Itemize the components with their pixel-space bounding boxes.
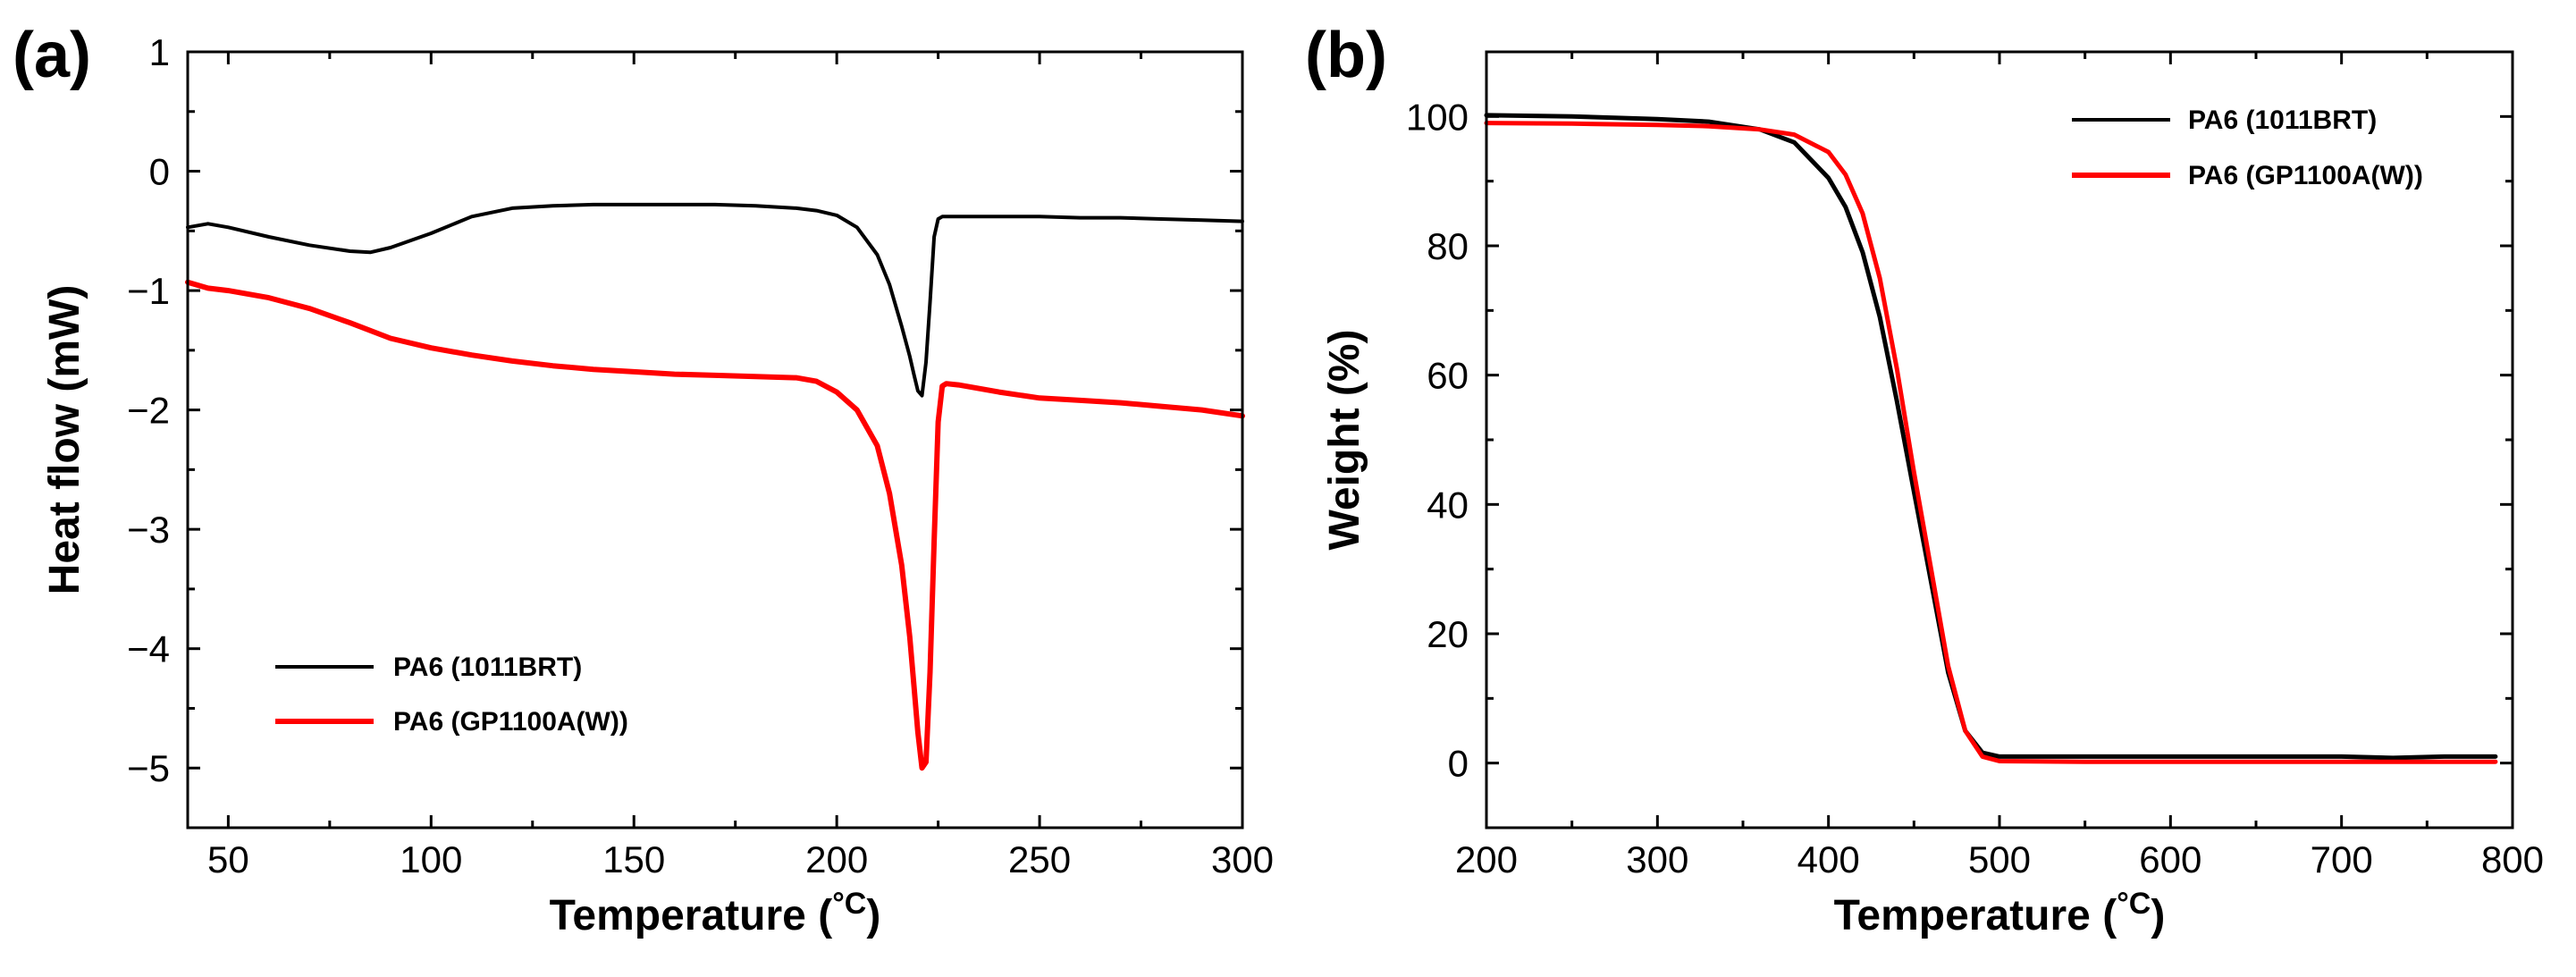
x-tick-label-a: 100 <box>400 838 462 880</box>
plot-frame-a <box>186 50 1244 830</box>
series-group-b <box>1484 113 2498 764</box>
panel-label-a: (a) <box>13 20 91 91</box>
y-tick-label-b: 100 <box>1406 96 1469 138</box>
legend-b: PA6 (1011BRT) PA6 (GP1100A(W)) <box>2072 105 2423 190</box>
y-tick-label-b: 40 <box>1427 484 1469 526</box>
legend-label-a-0: PA6 (1011BRT) <box>393 653 582 682</box>
series-line-a-1 <box>185 279 1245 771</box>
ticks-a <box>188 50 1244 830</box>
y-tick-label-b: 60 <box>1427 355 1469 397</box>
y-tick-label-b: 0 <box>1448 743 1469 785</box>
y-tick-label-a: 0 <box>149 151 170 193</box>
legend-label-a-1: PA6 (GP1100A(W)) <box>393 707 628 737</box>
y-tick-label-a: −5 <box>127 747 170 789</box>
x-tick-label-b: 200 <box>1455 838 1518 880</box>
x-tick-label-b: 600 <box>2139 838 2201 880</box>
tick-labels-a: 50 100 150 200 250 300 1 0 −1 −2 −3 −4 −5 <box>127 31 1274 880</box>
y-tick-label-a: −1 <box>127 270 170 312</box>
x-axis-title-b: Temperature (°C) <box>1834 887 2166 939</box>
x-tick-label-a: 50 <box>207 838 249 880</box>
x-axis-title-a: Temperature (°C) <box>550 887 881 939</box>
x-tick-label-a: 250 <box>1008 838 1071 880</box>
series-line-b-0 <box>1484 113 2498 761</box>
y-tick-label-a: −3 <box>127 509 170 551</box>
x-tick-label-b: 700 <box>2311 838 2373 880</box>
x-tick-label-b: 300 <box>1626 838 1688 880</box>
y-tick-label-b: 80 <box>1427 225 1469 267</box>
panel-label-b: (b) <box>1305 20 1387 91</box>
x-tick-label-b: 400 <box>1797 838 1860 880</box>
y-axis-title-a: Heat flow (mW) <box>41 285 88 595</box>
x-tick-label-b: 500 <box>1968 838 2031 880</box>
legend-a: PA6 (1011BRT) PA6 (GP1100A(W)) <box>275 653 628 737</box>
y-tick-label-b: 20 <box>1427 613 1469 655</box>
series-group-a <box>185 202 1245 771</box>
y-tick-label-a: −2 <box>127 390 170 432</box>
x-tick-label-a: 300 <box>1211 838 1274 880</box>
series-line-b-1 <box>1484 121 2498 764</box>
x-tick-label-a: 200 <box>805 838 868 880</box>
x-tick-label-a: 150 <box>602 838 665 880</box>
y-tick-label-a: 1 <box>149 31 170 73</box>
plot-frame-b <box>1485 50 2514 830</box>
x-tick-label-b: 800 <box>2481 838 2544 880</box>
y-axis-title-b: Weight (%) <box>1321 329 1368 550</box>
legend-label-b-1: PA6 (GP1100A(W)) <box>2188 161 2423 190</box>
tga-chart-panel: (b) 200 300 400 500 600 700 800 0 20 40 60 80 100 Te… <box>1305 20 2544 939</box>
series-line-a-0 <box>186 202 1244 398</box>
dsc-chart-panel: (a) 50 100 150 200 250 300 1 0 −1 −2 −3 −4 −5 Temper… <box>13 20 1274 939</box>
tick-labels-b: 200 300 400 500 600 700 800 0 20 40 60 80 100 <box>1406 96 2544 880</box>
legend-label-b-0: PA6 (1011BRT) <box>2188 105 2377 135</box>
y-tick-label-a: −4 <box>127 628 170 670</box>
